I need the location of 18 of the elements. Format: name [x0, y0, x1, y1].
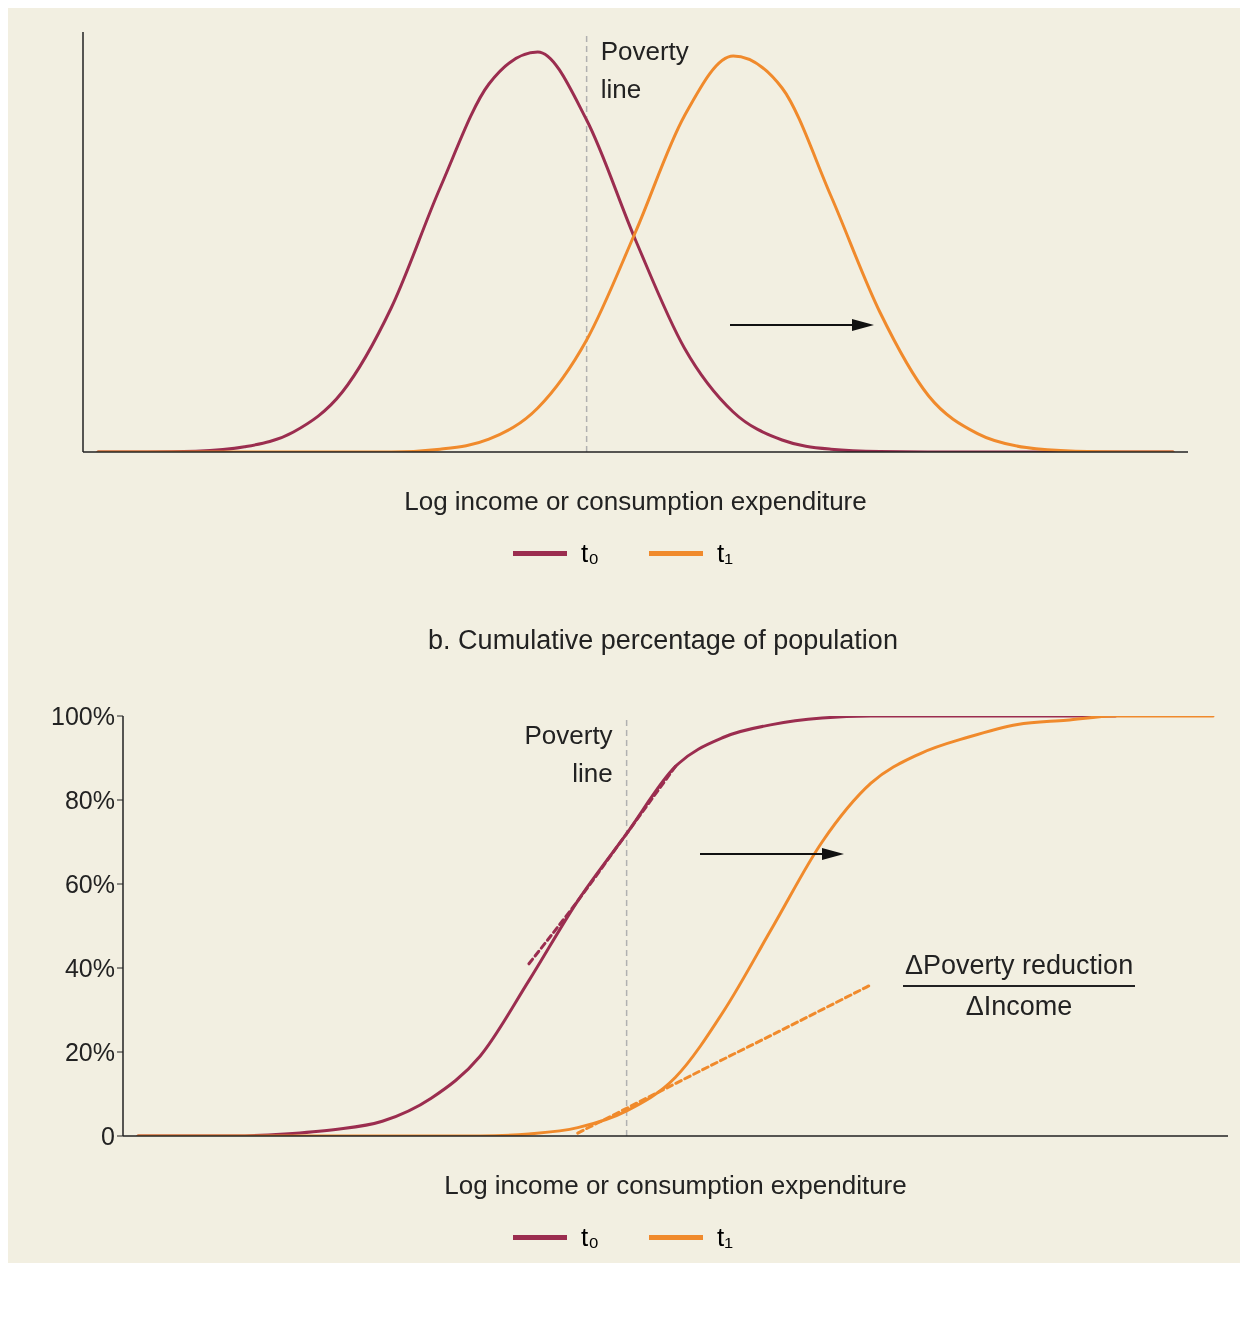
y-tick-label: 60%	[64, 869, 115, 898]
annotation: ΔPoverty reduction	[903, 946, 1136, 987]
annotation: ΔIncome	[964, 990, 1074, 1023]
legend-label: t₁	[717, 1222, 733, 1253]
legend-label: t₁	[717, 538, 733, 569]
annotation: Poverty line	[600, 36, 689, 104]
y-tick-label: 80%	[64, 785, 115, 814]
legend-label: t₀	[580, 538, 599, 569]
legend-label: t₀	[580, 1222, 599, 1253]
chart-title: b. Cumulative percentage of population	[427, 625, 899, 656]
y-tick-label: 40%	[64, 953, 115, 982]
x-axis-title: Log income or consumption expenditure	[404, 486, 867, 516]
y-tick-label: 20%	[64, 1037, 115, 1066]
y-tick-label: 0	[101, 1121, 115, 1150]
y-tick-label: 100%	[51, 701, 115, 730]
x-axis-title: Log income or consumption expenditure	[444, 1170, 907, 1200]
annotation: Poverty line	[524, 720, 613, 788]
line-series	[527, 764, 677, 966]
